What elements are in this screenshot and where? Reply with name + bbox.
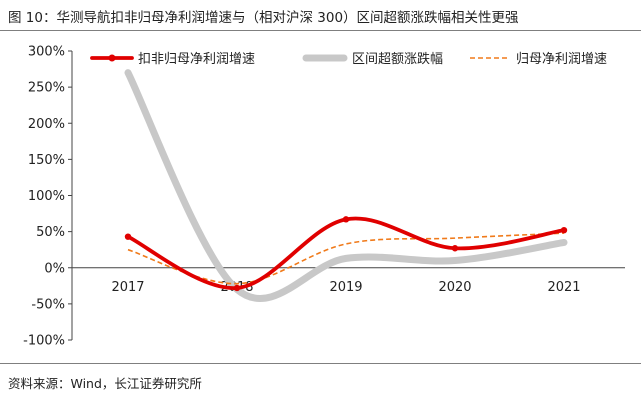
source-note: 资料来源：Wind，长江证券研究所 [8,376,202,391]
y-tick-label: 50% [36,225,65,240]
data-point-marker [342,216,350,223]
legend-item: 扣非归母净利润增速 [90,52,255,67]
x-tick-label: 2021 [547,280,580,295]
x-tick-label: 2020 [438,280,471,295]
x-tick-label: 2017 [111,280,144,295]
data-point-marker [124,233,132,240]
legend-marker [108,54,116,62]
legend-label: 区间超额涨跌幅 [352,51,443,67]
y-tick-label: 200% [28,117,65,132]
data-point-marker [560,226,568,234]
y-axis: 300% 250% 200% 150% 100% 50% 0% -50% -100% [23,45,73,349]
source-rule [0,363,641,364]
legend-item: 区间超额涨跌幅 [302,51,443,67]
figure-title: 图 10：华测导航扣非归母净利润增速与（相对沪深 300）区间超额涨跌幅相关性更… [8,10,519,26]
series-lines [124,69,568,302]
y-tick-label: -100% [23,334,65,349]
legend-label: 扣非归母净利润增速 [138,52,255,67]
y-tick-label: 250% [28,81,65,96]
y-tick-label: 300% [28,45,65,60]
legend-item: 归母净利润增速 [470,52,607,67]
y-tick-label: 100% [28,189,65,204]
series-line-excess-return [124,69,568,302]
x-axis: 20172018201920202021 [72,267,625,295]
y-tick-label: 150% [28,153,65,168]
legend: 扣非归母净利润增速 区间超额涨跌幅 归母净利润增速 [90,51,607,67]
y-tick-label: -50% [31,297,65,312]
data-point-marker [451,245,459,252]
legend-label: 归母净利润增速 [516,52,607,67]
x-tick-label: 2019 [329,280,362,295]
title-rule [0,30,641,31]
y-tick-label: 0% [44,261,65,276]
data-point-marker [233,284,241,292]
